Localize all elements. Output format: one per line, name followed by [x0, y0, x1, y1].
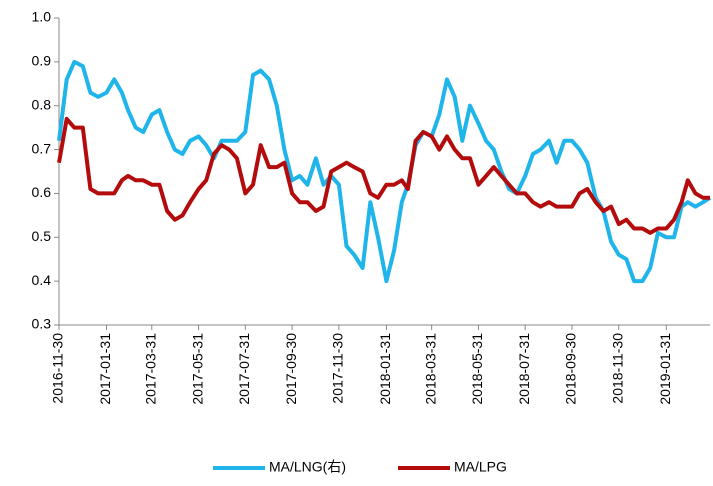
y-tick-label: 0.4 [32, 272, 52, 288]
x-tick-label: 2017-01-31 [97, 333, 113, 405]
x-tick-label: 2018-07-31 [516, 333, 532, 405]
series-line [57, 59, 712, 284]
y-tick-label: 1.0 [32, 9, 52, 25]
x-tick-label: 2017-11-30 [330, 333, 346, 404]
y-tick-label: 0.8 [32, 96, 52, 112]
x-tick-label: 2018-01-31 [377, 333, 393, 405]
y-tick-label: 0.7 [32, 140, 52, 156]
legend-label: MA/LPG [454, 459, 507, 475]
series-line [57, 116, 710, 235]
x-tick-label: 2017-05-31 [189, 333, 205, 405]
x-tick-label: 2018-03-31 [422, 333, 438, 405]
y-tick-label: 0.9 [32, 53, 52, 69]
x-tick-label: 2019-01-31 [657, 333, 673, 405]
x-tick-label: 2018-05-31 [469, 333, 485, 405]
legend-label: MA/LNG(右) [269, 459, 346, 475]
x-tick-label: 2017-09-30 [283, 333, 299, 405]
x-tick-label: 2017-07-31 [236, 333, 252, 405]
y-tick-label: 0.3 [32, 316, 52, 332]
y-tick-label: 0.6 [32, 184, 52, 200]
x-tick-label: 2017-03-31 [142, 333, 158, 405]
x-tick-label: 2018-11-30 [609, 333, 625, 404]
y-tick-label: 0.5 [32, 228, 52, 244]
x-tick-label: 2016-11-30 [50, 333, 66, 404]
x-tick-label: 2018-09-30 [563, 333, 579, 405]
